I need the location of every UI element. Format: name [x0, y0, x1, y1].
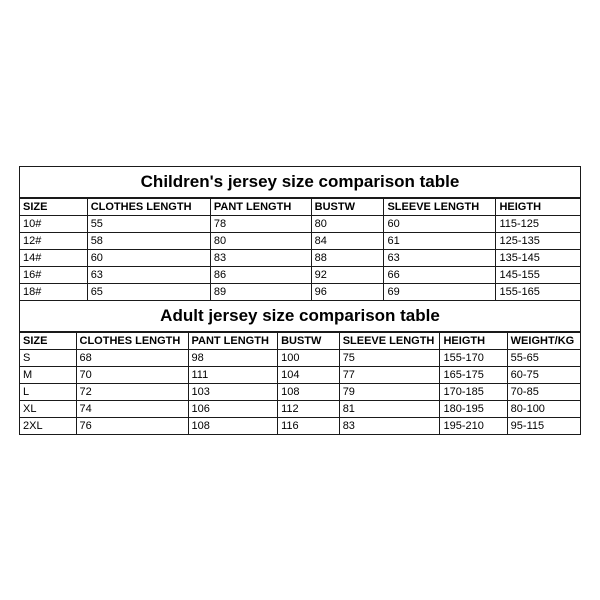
table-cell: 92 — [311, 266, 384, 283]
table-cell: 76 — [76, 417, 188, 434]
column-header: HEIGTH — [440, 332, 507, 349]
table-cell: 16# — [20, 266, 87, 283]
table-cell: 60 — [384, 215, 496, 232]
table-cell: 80-100 — [507, 400, 580, 417]
table-cell: 195-210 — [440, 417, 507, 434]
table-cell: 95-115 — [507, 417, 580, 434]
table-header-row: SIZECLOTHES LENGTHPANT LENGTHBUSTWSLEEVE… — [20, 198, 580, 215]
table-header-row: SIZECLOTHES LENGTHPANT LENGTHBUSTWSLEEVE… — [20, 332, 580, 349]
table-cell: 98 — [188, 349, 278, 366]
table-cell: 81 — [339, 400, 440, 417]
table-cell: 155-170 — [440, 349, 507, 366]
table-cell: 10# — [20, 215, 87, 232]
table-cell: 106 — [188, 400, 278, 417]
table-cell: 12# — [20, 232, 87, 249]
table-cell: 69 — [384, 283, 496, 300]
table-cell: 180-195 — [440, 400, 507, 417]
table-cell: 60-75 — [507, 366, 580, 383]
table-cell: 14# — [20, 249, 87, 266]
table-cell: M — [20, 366, 76, 383]
table-cell: 115-125 — [496, 215, 580, 232]
table-cell: 65 — [87, 283, 210, 300]
table-cell: 68 — [76, 349, 188, 366]
table-cell: 79 — [339, 383, 440, 400]
table-cell: 2XL — [20, 417, 76, 434]
table-cell: 103 — [188, 383, 278, 400]
table-cell: 80 — [210, 232, 311, 249]
column-header: SLEEVE LENGTH — [339, 332, 440, 349]
table-cell: 100 — [278, 349, 340, 366]
table-cell: 112 — [278, 400, 340, 417]
column-header: SIZE — [20, 198, 87, 215]
table-cell: 55 — [87, 215, 210, 232]
table-row: L7210310879170-18570-85 — [20, 383, 580, 400]
table-cell: S — [20, 349, 76, 366]
table-cell: 58 — [87, 232, 210, 249]
table-cell: 70-85 — [507, 383, 580, 400]
table-cell: 108 — [188, 417, 278, 434]
table-cell: 135-145 — [496, 249, 580, 266]
column-header: CLOTHES LENGTH — [87, 198, 210, 215]
column-header: SLEEVE LENGTH — [384, 198, 496, 215]
size-tables-container: Children's jersey size comparison table … — [19, 166, 581, 435]
table-cell: 55-65 — [507, 349, 580, 366]
column-header: PANT LENGTH — [188, 332, 278, 349]
table-cell: L — [20, 383, 76, 400]
children-size-table: SIZECLOTHES LENGTHPANT LENGTHBUSTWSLEEVE… — [20, 198, 580, 300]
table-cell: 89 — [210, 283, 311, 300]
table-cell: 60 — [87, 249, 210, 266]
table-row: 10#55788060115-125 — [20, 215, 580, 232]
table-row: 14#60838863135-145 — [20, 249, 580, 266]
table-cell: 83 — [210, 249, 311, 266]
table-cell: 170-185 — [440, 383, 507, 400]
table-row: S689810075155-17055-65 — [20, 349, 580, 366]
table-cell: 86 — [210, 266, 311, 283]
table-cell: 63 — [384, 249, 496, 266]
table-row: 18#65899669155-165 — [20, 283, 580, 300]
table-cell: 63 — [87, 266, 210, 283]
table-cell: 116 — [278, 417, 340, 434]
table-cell: 75 — [339, 349, 440, 366]
column-header: BUSTW — [311, 198, 384, 215]
column-header: PANT LENGTH — [210, 198, 311, 215]
table-cell: 96 — [311, 283, 384, 300]
table-cell: 61 — [384, 232, 496, 249]
table-cell: 77 — [339, 366, 440, 383]
table-cell: 72 — [76, 383, 188, 400]
table-cell: 78 — [210, 215, 311, 232]
table-cell: 108 — [278, 383, 340, 400]
table-cell: 155-165 — [496, 283, 580, 300]
table-cell: 74 — [76, 400, 188, 417]
column-header: SIZE — [20, 332, 76, 349]
table-cell: 104 — [278, 366, 340, 383]
column-header: WEIGHT/KG — [507, 332, 580, 349]
adult-title: Adult jersey size comparison table — [20, 300, 580, 332]
table-cell: 84 — [311, 232, 384, 249]
table-row: 12#58808461125-135 — [20, 232, 580, 249]
table-row: M7011110477165-17560-75 — [20, 366, 580, 383]
table-cell: 80 — [311, 215, 384, 232]
table-cell: 83 — [339, 417, 440, 434]
table-cell: 111 — [188, 366, 278, 383]
column-header: HEIGTH — [496, 198, 580, 215]
table-row: 16#63869266145-155 — [20, 266, 580, 283]
table-row: XL7410611281180-19580-100 — [20, 400, 580, 417]
table-cell: 125-135 — [496, 232, 580, 249]
children-title: Children's jersey size comparison table — [20, 167, 580, 198]
adult-size-table: SIZECLOTHES LENGTHPANT LENGTHBUSTWSLEEVE… — [20, 332, 580, 434]
column-header: CLOTHES LENGTH — [76, 332, 188, 349]
table-row: 2XL7610811683195-21095-115 — [20, 417, 580, 434]
table-cell: 70 — [76, 366, 188, 383]
table-cell: 145-155 — [496, 266, 580, 283]
table-cell: 165-175 — [440, 366, 507, 383]
table-cell: 18# — [20, 283, 87, 300]
table-cell: XL — [20, 400, 76, 417]
column-header: BUSTW — [278, 332, 340, 349]
table-cell: 66 — [384, 266, 496, 283]
table-cell: 88 — [311, 249, 384, 266]
